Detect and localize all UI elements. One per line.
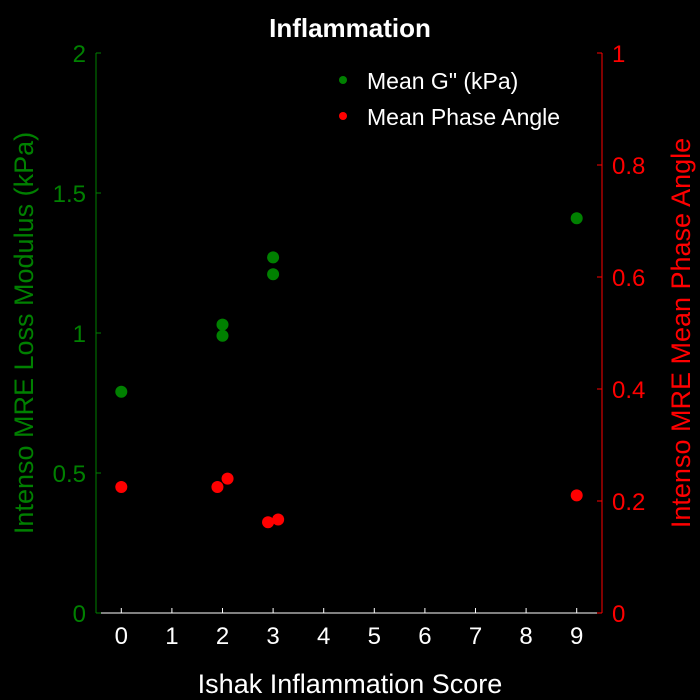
y-axis-left-label: Intenso MRE Loss Modulus (kPa) [9, 132, 39, 534]
x-tick-label: 2 [216, 623, 229, 650]
legend-label: Mean Phase Angle [367, 104, 560, 130]
legend-marker [339, 76, 347, 84]
x-tick-label: 8 [519, 623, 532, 650]
y-left-tick-label: 0 [73, 601, 86, 628]
y-left-tick-label: 0.5 [53, 461, 86, 488]
legend: Mean G" (kPa) Mean Phase Angle [339, 68, 560, 130]
y-right-tick-label: 1 [612, 41, 625, 68]
x-axis-label: Ishak Inflammation Score [198, 669, 503, 699]
y-left-tick-label: 2 [73, 41, 86, 68]
x-tick-label: 5 [368, 623, 381, 650]
x-tick-label: 7 [469, 623, 482, 650]
y-left-tick-label: 1 [73, 321, 86, 348]
y-right-tick-label: 0.8 [612, 153, 645, 180]
data-point-mean-g [267, 268, 280, 281]
data-point-phase-angle [262, 516, 275, 529]
y-axis-right-label: Intenso MRE Mean Phase Angle [666, 138, 696, 528]
data-point-phase-angle [221, 472, 234, 485]
x-tick-label: 1 [165, 623, 178, 650]
plot-area: 0 1 2 3 4 5 6 7 8 9 0 0.5 1 1.5 2 0 0.2 0.4 0.6 0.8 1 [53, 41, 646, 650]
x-tick-label: 0 [115, 623, 128, 650]
y-left-tick-label: 1.5 [53, 181, 86, 208]
y-right-tick-label: 0 [612, 601, 625, 628]
legend-label: Mean G" (kPa) [367, 68, 518, 94]
legend-marker [339, 112, 347, 120]
data-point-mean-g [216, 318, 229, 331]
data-point-mean-g [216, 329, 229, 342]
data-point-phase-angle [570, 489, 583, 502]
data-point-mean-g [267, 251, 280, 264]
data-point-mean-g [570, 212, 583, 225]
x-tick-label: 6 [418, 623, 431, 650]
chart-title: Inflammation [269, 13, 431, 43]
x-tick-label: 3 [266, 623, 279, 650]
x-tick-label: 9 [570, 623, 583, 650]
data-point-mean-g [115, 385, 128, 398]
y-right-tick-label: 0.6 [612, 265, 645, 292]
data-point-phase-angle [211, 481, 224, 493]
data-point-phase-angle [272, 513, 285, 526]
x-tick-label: 4 [317, 623, 330, 650]
data-point-phase-angle [115, 481, 128, 493]
y-right-tick-label: 0.2 [612, 489, 645, 516]
y-right-tick-label: 0.4 [612, 377, 645, 404]
